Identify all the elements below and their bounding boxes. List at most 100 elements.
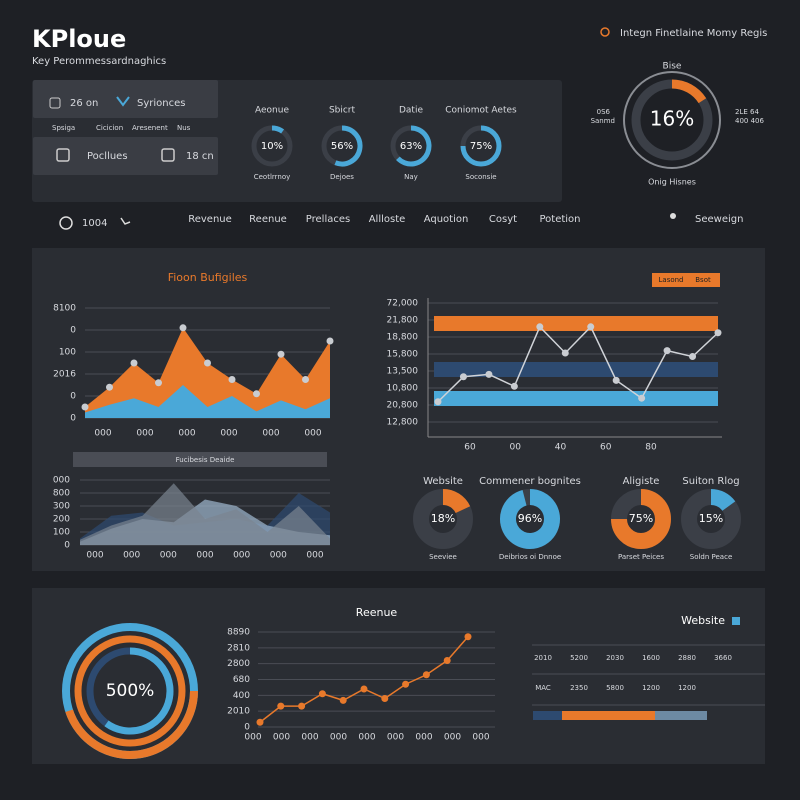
summary-value: 18 cn (186, 151, 214, 162)
x-tick-label: 000 (196, 551, 213, 561)
nav-item[interactable]: Potetion (539, 214, 580, 225)
chart-title: Fucibesis Deaide (176, 456, 235, 464)
ring-arc (500, 489, 560, 549)
chart-title: Reenue (356, 606, 398, 619)
y-tick-label: 12,800 (387, 418, 419, 428)
point (443, 657, 451, 664)
summary-value: Syrionces (137, 98, 185, 109)
point (298, 702, 306, 710)
point (714, 329, 722, 337)
x-tick-label: 000 (415, 733, 432, 743)
nav-item[interactable]: Aquotion (424, 214, 469, 225)
point (339, 696, 347, 704)
ring-arc (460, 125, 502, 167)
point (485, 370, 493, 378)
table-cell: MAC (535, 684, 551, 692)
gauge-side-label: 2LE 64 (735, 108, 759, 116)
point (464, 633, 472, 641)
point (130, 359, 138, 367)
y-tick-label: 72,000 (387, 299, 419, 309)
x-tick-label: 000 (233, 551, 250, 561)
point (360, 685, 368, 693)
kpi-value: 56% (331, 141, 353, 152)
ring-arc (611, 489, 671, 549)
point (277, 702, 285, 710)
nav-item[interactable]: Allloste (369, 214, 406, 225)
nav-bar: Revenue Reenue Prellaces Allloste Aquotion Co… (188, 214, 580, 225)
kpi-value: 75% (470, 141, 492, 152)
x-tick-label: 000 (262, 429, 279, 439)
area (80, 483, 330, 545)
table-cell: 3660 (714, 654, 732, 662)
nav-item[interactable]: Reenue (249, 214, 287, 225)
point (536, 323, 544, 331)
subtitle: Key Perommessardnaghics (32, 56, 166, 67)
x-tick-label: 000 (136, 429, 153, 439)
y-tick-label: 10,800 (387, 384, 419, 394)
x-tick-label: 000 (306, 551, 323, 561)
summary-label: Aresenent (132, 124, 168, 132)
summary-label: Cicicion (96, 124, 123, 132)
nav-badge[interactable]: 1004 (82, 218, 107, 229)
icon (161, 148, 175, 162)
legend-swatch (732, 617, 740, 625)
x-tick-label: 000 (387, 733, 404, 743)
gauge-title: Bise (663, 62, 682, 72)
table-cell: 2010 (534, 654, 552, 662)
donut-caption: Deibrios oi Dnnoe (499, 553, 561, 561)
legend-item: Bsot (695, 276, 711, 284)
point (587, 323, 595, 331)
area (85, 327, 330, 418)
donut-title: Website (423, 476, 463, 487)
x-tick-label: 60 (600, 443, 612, 453)
x-tick-label: 000 (301, 733, 318, 743)
x-tick-label: 000 (244, 733, 261, 743)
y-tick-label: 680 (233, 675, 250, 685)
x-tick-label: 000 (304, 429, 321, 439)
x-tick-label: 000 (160, 551, 177, 561)
point (302, 376, 309, 383)
band (434, 391, 718, 406)
y-tick-label: 2800 (227, 659, 250, 669)
icon (49, 97, 61, 109)
ring-arc (271, 125, 285, 134)
band (434, 316, 718, 331)
point (81, 403, 89, 411)
y-tick-label: 300 (53, 502, 70, 512)
x-tick-label: 000 (123, 551, 140, 561)
point (277, 350, 285, 358)
kpi-caption: Ceotlrrnoy (254, 173, 291, 181)
area (85, 385, 330, 418)
point (204, 359, 211, 367)
x-tick-label: 40 (555, 443, 567, 453)
y-tick-label: 2010 (227, 707, 250, 717)
point (179, 324, 187, 332)
x-tick-label: 00 (510, 443, 522, 453)
nav-item[interactable]: Revenue (188, 214, 232, 225)
ring-arc (442, 489, 471, 514)
x-tick-label: 000 (178, 429, 195, 439)
x-tick-label: 80 (645, 443, 657, 453)
title: KPloue (32, 25, 126, 53)
nav-item[interactable]: Cosyt (489, 214, 517, 225)
kpi-title: Coniomot Aetes (445, 106, 517, 116)
nav-user[interactable]: Seeweign (695, 214, 743, 225)
point (155, 379, 162, 387)
summary-label: Spsiga (52, 124, 75, 132)
y-tick-label: 2810 (227, 643, 250, 653)
x-tick-label: 000 (330, 733, 347, 743)
y-tick-label: 800 (53, 489, 70, 499)
point (402, 680, 410, 688)
chart-title: Fioon Bufigiles (168, 271, 248, 284)
ring-arc (710, 489, 736, 512)
table-cell: 1600 (642, 654, 660, 662)
gauge-outer (623, 71, 721, 169)
donut-value: 18% (431, 512, 455, 525)
summary-value: 26 on (70, 98, 98, 109)
point (253, 390, 260, 398)
gauge-side-label: 0S6 (597, 108, 611, 116)
band (434, 362, 718, 377)
nav-item[interactable]: Prellaces (306, 214, 350, 225)
kpi-value: 10% (261, 141, 283, 152)
